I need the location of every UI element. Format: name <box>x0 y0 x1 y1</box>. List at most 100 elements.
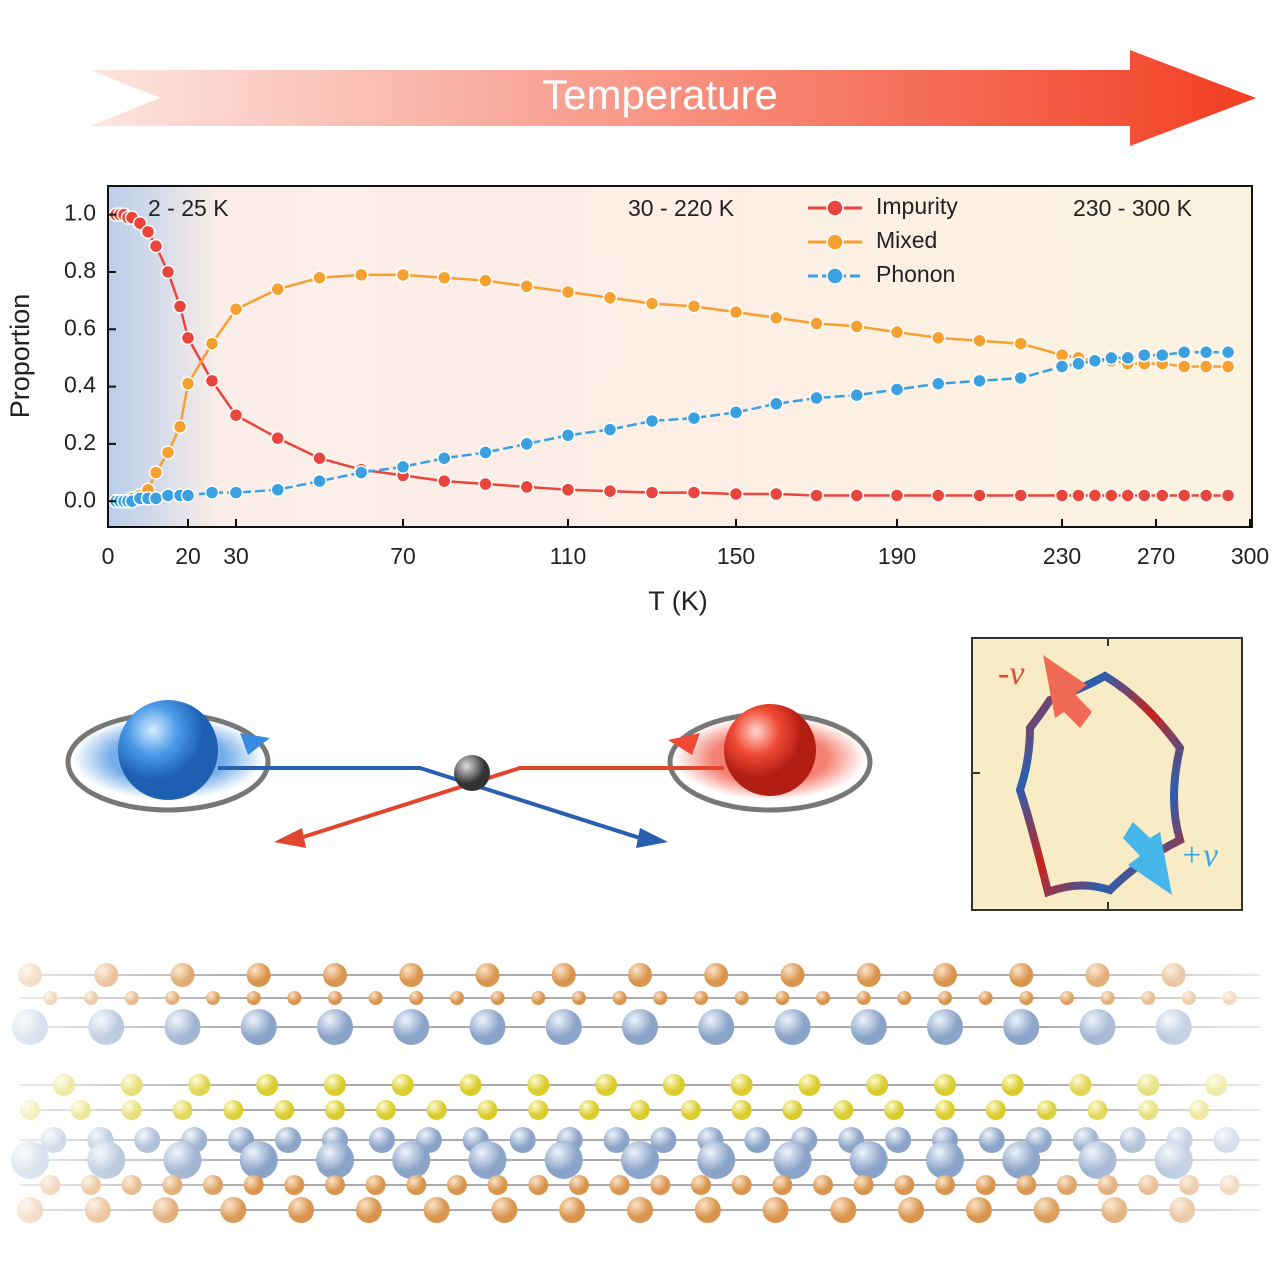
x-tick-label: 30 <box>223 543 249 569</box>
plot-frame <box>107 185 1253 528</box>
data-point <box>1176 344 1192 360</box>
data-point <box>1220 344 1236 360</box>
data-point <box>1137 488 1152 503</box>
data-point <box>1155 347 1170 363</box>
data-point <box>312 270 327 285</box>
data-point <box>354 267 369 283</box>
x-tick-label: 150 <box>717 543 755 569</box>
x-tick-label: 300 <box>1231 543 1269 569</box>
data-point <box>849 488 864 503</box>
data-point <box>1155 488 1170 503</box>
data-point <box>1054 488 1070 503</box>
data-point <box>148 491 164 506</box>
temperature-arrow <box>90 50 1256 146</box>
data-point <box>602 290 618 306</box>
data-point <box>560 284 576 300</box>
data-point <box>204 336 220 351</box>
x-axis-label: T (K) <box>648 586 708 616</box>
data-point <box>1220 359 1236 374</box>
data-point <box>1198 488 1214 503</box>
legend-marker <box>826 233 844 251</box>
data-point <box>519 279 534 294</box>
region-label: 2 - 25 K <box>148 195 229 221</box>
data-point <box>354 465 369 480</box>
y-tick-label: 0.8 <box>64 257 96 283</box>
data-point <box>395 459 411 475</box>
data-point <box>148 238 164 254</box>
data-point <box>602 483 618 499</box>
data-point <box>270 482 285 497</box>
x-tick-label: 70 <box>390 543 416 569</box>
data-point <box>478 445 493 460</box>
data-point <box>1120 350 1136 366</box>
x-tick-label: 20 <box>175 543 201 569</box>
data-point <box>204 373 220 389</box>
data-point <box>644 485 660 500</box>
data-point <box>769 310 784 326</box>
data-point <box>560 428 576 443</box>
data-point <box>931 330 946 346</box>
data-point <box>160 488 176 503</box>
legend-marker <box>826 199 844 217</box>
data-point <box>1198 359 1214 374</box>
data-point <box>602 422 618 437</box>
legend-label: Phonon <box>876 261 955 287</box>
data-point <box>228 301 244 317</box>
plot <box>108 207 1236 509</box>
data-point <box>972 373 987 389</box>
y-axis-label: Proportion <box>5 294 35 419</box>
data-point <box>228 485 244 500</box>
x-tick-label: 270 <box>1137 543 1175 569</box>
data-point <box>312 450 327 466</box>
data-point <box>140 224 156 240</box>
data-point <box>395 267 411 283</box>
data-point <box>270 430 285 446</box>
data-point <box>437 473 452 489</box>
y-tick-label: 0.0 <box>64 486 96 512</box>
data-point <box>1104 350 1119 366</box>
data-point <box>931 376 946 391</box>
data-point <box>519 436 534 452</box>
data-point <box>160 264 176 280</box>
data-point <box>849 319 864 334</box>
data-point <box>686 485 702 500</box>
data-point <box>769 486 784 502</box>
data-point <box>180 376 196 391</box>
data-point <box>644 413 660 429</box>
lattice-fade <box>0 930 1280 1280</box>
y-tick-label: 0.6 <box>64 314 96 340</box>
data-point <box>1013 488 1028 503</box>
data-point <box>1220 488 1236 503</box>
data-point <box>478 273 493 288</box>
data-point <box>312 473 327 489</box>
banner-text: Temperature <box>542 71 778 118</box>
data-point <box>1176 488 1192 503</box>
data-point <box>809 316 824 331</box>
x-tick-label: 110 <box>550 543 587 569</box>
data-point <box>889 324 905 340</box>
data-point <box>1071 488 1086 503</box>
data-point <box>809 488 824 503</box>
data-point <box>686 410 702 426</box>
data-point <box>728 304 744 320</box>
data-point <box>1013 336 1028 351</box>
data-point <box>1071 356 1086 371</box>
legend-label: Impurity <box>876 193 958 219</box>
data-point <box>972 333 987 348</box>
inset-label: -v <box>998 655 1025 692</box>
y-tick-label: 0.2 <box>64 429 96 455</box>
data-point <box>889 382 905 397</box>
data-point <box>148 465 164 480</box>
data-point <box>644 296 660 311</box>
data-point <box>1104 488 1119 503</box>
data-point <box>769 396 784 412</box>
y-tick-label: 1.0 <box>64 200 96 226</box>
inset-label: +v <box>1180 837 1219 874</box>
region-label: 230 - 300 K <box>1073 195 1193 221</box>
data-point <box>1120 488 1136 503</box>
data-point <box>519 479 534 495</box>
data-point <box>849 387 864 403</box>
data-point <box>228 407 244 423</box>
data-point <box>160 445 176 460</box>
region-label: 30 - 220 K <box>628 195 735 221</box>
